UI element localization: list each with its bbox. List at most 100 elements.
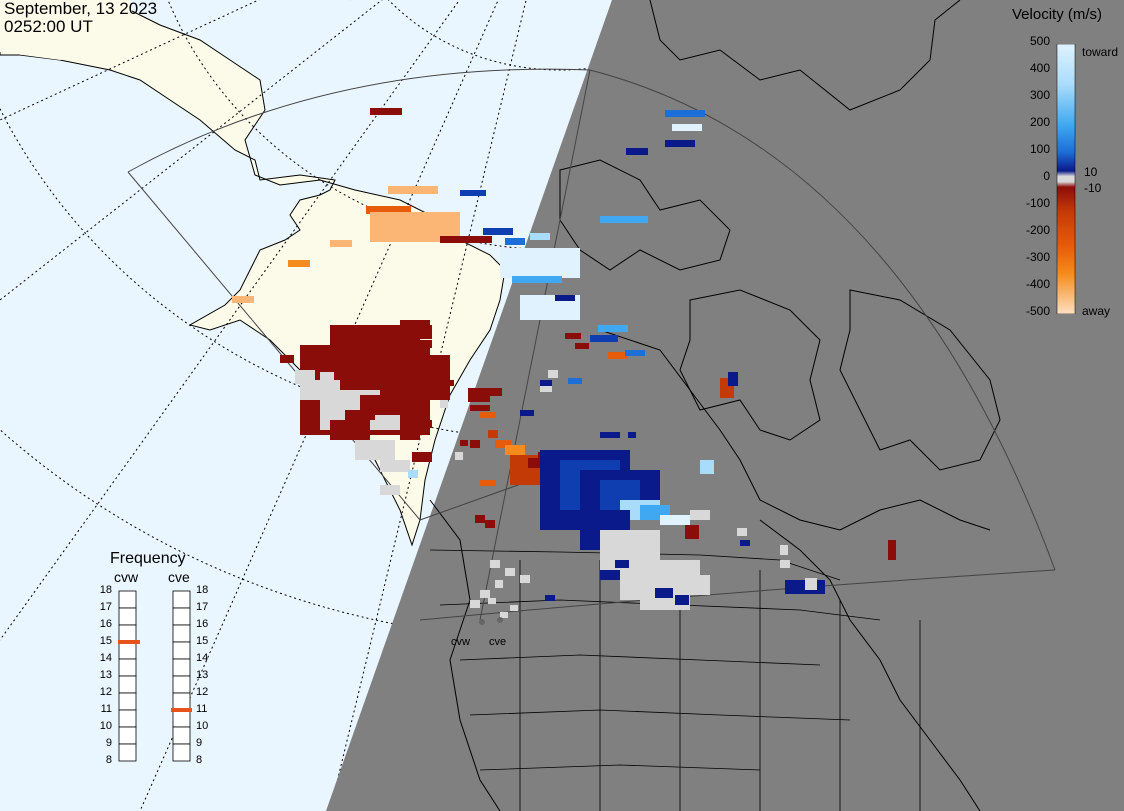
range-cell <box>360 330 420 350</box>
range-cell <box>700 460 714 474</box>
range-cell <box>410 410 418 420</box>
velocity-tick-minus200: -200 <box>1025 223 1050 237</box>
cvw-site-marker <box>479 619 485 625</box>
range-cell <box>520 575 530 583</box>
range-cell <box>540 380 552 386</box>
range-cell <box>555 295 575 301</box>
velocity-legend-title: Velocity (m/s) <box>1012 6 1103 23</box>
velocity-tick-0: 0 <box>1043 169 1050 183</box>
range-cell <box>330 420 370 440</box>
coastlines <box>429 0 1001 811</box>
range-cell <box>412 452 432 462</box>
range-cell <box>480 480 496 486</box>
land-top-strip <box>0 0 135 60</box>
date-label: September, 13 2023 <box>4 0 158 18</box>
frequency-tick-right: 13 <box>196 669 209 681</box>
cve-radar-label: cve <box>168 569 190 585</box>
range-cell <box>512 276 562 283</box>
frequency-cell <box>118 624 137 643</box>
range-cell <box>488 388 502 396</box>
frequency-bars <box>118 590 192 762</box>
range-cell <box>690 575 710 595</box>
range-cell <box>320 372 334 386</box>
range-cell <box>665 140 695 147</box>
velocity-tick-400: 400 <box>1029 61 1050 75</box>
range-cell <box>495 440 511 448</box>
range-cell <box>568 378 582 384</box>
frequency-cell <box>118 709 137 728</box>
frequency-cell <box>118 590 137 609</box>
frequency-cell <box>172 590 191 609</box>
velocity-tick-minus100: -100 <box>1025 196 1050 210</box>
range-cell <box>600 216 648 223</box>
range-cell <box>370 108 402 115</box>
frequency-cell <box>172 692 191 711</box>
range-cell <box>500 612 508 618</box>
range-cell <box>625 350 645 356</box>
cve-site-marker <box>497 617 503 623</box>
frequency-tick-right: 9 <box>196 737 203 749</box>
range-cell <box>440 236 492 243</box>
range-cell <box>665 110 705 117</box>
toward-label: toward <box>1082 45 1119 59</box>
range-cell <box>505 445 525 455</box>
frequency-tick-left: 10 <box>99 720 112 732</box>
frequency-tick-right: 11 <box>196 703 208 715</box>
range-cell <box>488 430 498 438</box>
range-cell <box>600 570 620 580</box>
range-cell <box>345 410 375 420</box>
frequency-cell <box>172 675 191 694</box>
range-cell <box>598 325 628 332</box>
frequency-tick-right: 16 <box>196 618 209 630</box>
range-cell <box>510 605 518 611</box>
velocity-tick-minus10: -10 <box>1084 181 1102 195</box>
range-cell <box>488 598 496 604</box>
cve-frequency-marker <box>171 708 192 712</box>
velocity-tick-minus400: -400 <box>1025 277 1050 291</box>
range-cell <box>280 355 294 363</box>
range-cell <box>805 578 817 590</box>
frequency-tick-left: 16 <box>99 618 112 630</box>
cvw-site-label: cvw <box>451 636 470 648</box>
range-cell <box>685 525 699 539</box>
range-cell <box>420 420 432 428</box>
range-cell <box>675 595 689 605</box>
range-cell <box>468 388 490 402</box>
frequency-legend-title: Frequency <box>110 550 186 567</box>
range-cell <box>590 335 618 342</box>
range-cell <box>360 450 380 460</box>
range-cell <box>232 296 254 303</box>
range-cell <box>455 452 463 460</box>
frequency-tick-right: 8 <box>196 754 203 766</box>
range-cell <box>600 432 620 438</box>
velocity-tick-300: 300 <box>1029 88 1050 102</box>
cvw-frequency-marker <box>118 640 140 644</box>
cvw-radar-label: cvw <box>114 569 139 585</box>
range-cell <box>500 248 580 278</box>
frequency-cell <box>172 624 191 643</box>
range-cell <box>548 370 558 378</box>
range-cell <box>470 600 480 608</box>
range-cell <box>660 515 690 525</box>
velocity-tick-minus500: -500 <box>1025 304 1050 318</box>
range-cell <box>495 580 503 588</box>
frequency-cell <box>172 607 191 626</box>
frequency-tick-left: 18 <box>99 584 112 596</box>
velocity-cells <box>232 108 896 618</box>
range-cell <box>505 238 525 245</box>
range-cell <box>420 380 430 390</box>
velocity-tick-100: 100 <box>1029 142 1050 156</box>
range-cell <box>288 260 310 267</box>
range-cell <box>575 343 589 349</box>
frequency-tick-right: 12 <box>196 686 209 698</box>
velocity-tick-500: 500 <box>1029 34 1050 48</box>
frequency-tick-left: 13 <box>99 669 112 681</box>
frequency-tick-left: 12 <box>99 686 112 698</box>
range-cell <box>418 325 432 339</box>
range-cell <box>470 405 490 411</box>
range-cell <box>737 528 747 536</box>
range-cell <box>408 470 418 478</box>
range-cell <box>380 355 450 400</box>
range-cell <box>626 148 648 155</box>
